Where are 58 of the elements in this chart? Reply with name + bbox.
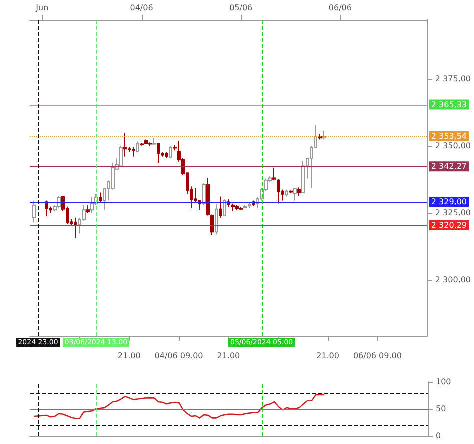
- ref-line-label: 2 342,27: [431, 162, 467, 172]
- y-tick-label: 0: [436, 432, 442, 440]
- ref-line-label: 2 320,29: [431, 220, 467, 230]
- candlestick: [74, 217, 77, 239]
- candlestick: [322, 130, 326, 140]
- x-tick-label: 06/06 09.00: [353, 352, 402, 360]
- candlestick: [136, 141, 139, 153]
- candlestick: [215, 204, 218, 236]
- candlestick: [157, 142, 160, 164]
- candlestick: [301, 160, 305, 194]
- y-tick-label: 2 300,00: [435, 275, 471, 284]
- candlestick: [272, 167, 276, 181]
- candlestick: [239, 206, 243, 211]
- candlestick: [219, 196, 222, 219]
- candlestick: [123, 132, 127, 158]
- candlestick: [57, 195, 61, 210]
- candlestick: [140, 142, 144, 146]
- candlestick: [277, 178, 280, 204]
- candlestick: [169, 146, 172, 159]
- candlestick: [289, 190, 293, 194]
- candlestick: [248, 202, 251, 208]
- x2-tick-label: Jun: [35, 4, 49, 12]
- candlestick: [132, 146, 135, 158]
- ref-line-label: 2 329,00: [431, 198, 467, 207]
- candlestick: [144, 139, 148, 145]
- candlestick: [235, 204, 239, 211]
- y-tick-label: 2 350,00: [435, 141, 471, 150]
- candlestick: [223, 198, 226, 217]
- candlestick: [165, 152, 168, 159]
- x-tick-label: 21.00: [118, 352, 141, 360]
- candlestick: [152, 138, 156, 146]
- x2-tick-label: 04/06: [130, 4, 154, 12]
- x2-tick-label: 06/06: [328, 4, 352, 12]
- candlestick: [45, 200, 48, 217]
- candlestick: [297, 187, 301, 196]
- candlestick: [99, 192, 102, 203]
- x-tick-label: 21.00: [217, 352, 240, 360]
- candlestick: [231, 203, 235, 212]
- x-tick-label: 21.00: [316, 352, 340, 360]
- x2-tick-label: 05/06: [230, 4, 253, 12]
- y-tick-label: 50: [436, 404, 446, 414]
- candlestick: [285, 189, 288, 198]
- line-series: [33, 394, 326, 420]
- candlestick: [202, 183, 206, 206]
- y-tick-label: 100: [436, 378, 452, 386]
- ref-line-label: 2 365,33: [431, 100, 467, 110]
- candlestick: [148, 142, 152, 147]
- y-tick-label: 2 325,00: [435, 208, 471, 218]
- candlestick: [119, 145, 123, 167]
- y-tick-label: 2 375,00: [435, 74, 471, 84]
- candlestick: [90, 197, 94, 214]
- ref-line-label: 2 353,54: [431, 132, 467, 141]
- candlestick: [86, 204, 90, 214]
- candlestick: [293, 188, 297, 202]
- x-tick-label: 04/06 09.00: [154, 352, 204, 360]
- candlestick: [243, 204, 247, 210]
- candlestick: [32, 200, 36, 224]
- candlestick: [318, 134, 322, 140]
